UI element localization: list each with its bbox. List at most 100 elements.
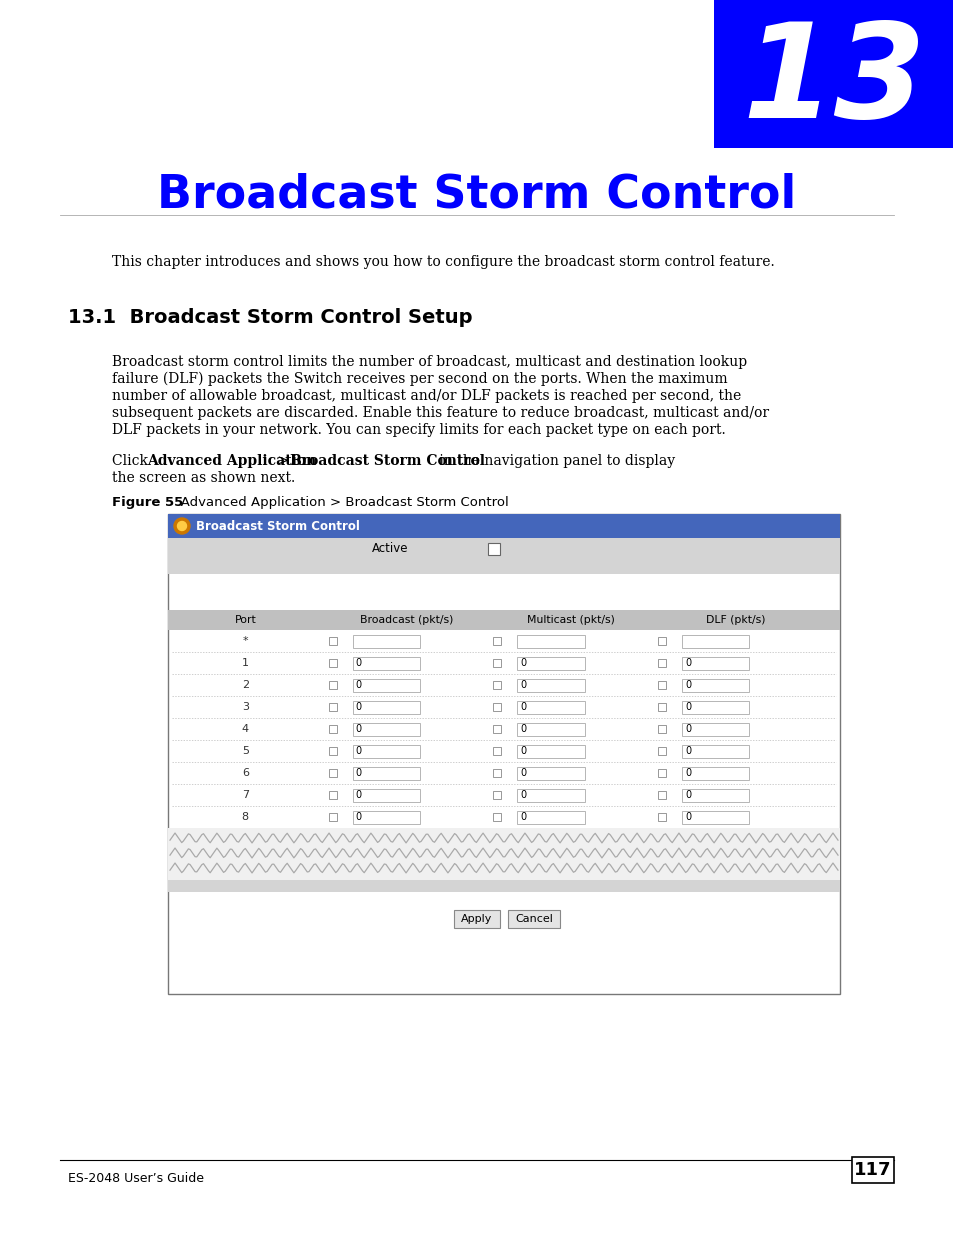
Text: 2: 2 xyxy=(241,680,249,690)
Text: 8: 8 xyxy=(241,811,249,823)
Text: Broadcast storm control limits the number of broadcast, multicast and destinatio: Broadcast storm control limits the numbe… xyxy=(112,354,746,369)
Text: 0: 0 xyxy=(684,724,691,734)
Text: DLF packets in your network. You can specify limits for each packet type on each: DLF packets in your network. You can spe… xyxy=(112,424,725,437)
Bar xyxy=(517,722,584,736)
Text: 0: 0 xyxy=(520,701,526,713)
Bar xyxy=(493,680,500,689)
Text: DLF (pkt/s): DLF (pkt/s) xyxy=(705,615,765,625)
Text: 0: 0 xyxy=(520,658,526,668)
Bar xyxy=(658,637,665,645)
Bar xyxy=(493,659,500,667)
Bar xyxy=(328,747,336,755)
Bar xyxy=(328,703,336,711)
Text: 0: 0 xyxy=(355,724,361,734)
Bar xyxy=(681,722,748,736)
Text: the screen as shown next.: the screen as shown next. xyxy=(112,471,294,485)
Bar xyxy=(353,745,419,757)
Text: *: * xyxy=(242,636,248,646)
Text: Apply: Apply xyxy=(461,914,492,924)
Bar xyxy=(493,769,500,777)
Text: failure (DLF) packets the Switch receives per second on the ports. When the maxi: failure (DLF) packets the Switch receive… xyxy=(112,372,727,387)
Text: 0: 0 xyxy=(684,746,691,756)
Bar xyxy=(658,703,665,711)
Text: 117: 117 xyxy=(853,1161,891,1179)
Bar xyxy=(353,657,419,669)
Bar xyxy=(658,680,665,689)
Circle shape xyxy=(177,521,186,531)
Text: 0: 0 xyxy=(520,790,526,800)
Text: 13: 13 xyxy=(741,17,925,144)
Bar xyxy=(517,810,584,824)
Text: 0: 0 xyxy=(520,768,526,778)
Text: 0: 0 xyxy=(520,680,526,690)
Bar xyxy=(328,637,336,645)
Bar xyxy=(851,1157,893,1183)
Bar xyxy=(658,813,665,821)
Text: Figure 55: Figure 55 xyxy=(112,496,183,509)
Bar xyxy=(658,747,665,755)
Text: 1: 1 xyxy=(241,658,249,668)
Bar xyxy=(353,788,419,802)
Text: 4: 4 xyxy=(241,724,249,734)
Bar xyxy=(353,678,419,692)
Text: Cancel: Cancel xyxy=(515,914,553,924)
Bar xyxy=(517,635,584,647)
Bar xyxy=(168,827,840,881)
Bar xyxy=(328,790,336,799)
Text: 0: 0 xyxy=(520,811,526,823)
Bar xyxy=(353,767,419,779)
Bar xyxy=(328,769,336,777)
Bar xyxy=(168,514,840,994)
Bar xyxy=(658,725,665,734)
Text: 3: 3 xyxy=(241,701,249,713)
Text: Broadcast (pkt/s): Broadcast (pkt/s) xyxy=(359,615,453,625)
Text: 6: 6 xyxy=(241,768,249,778)
Bar xyxy=(681,678,748,692)
Bar xyxy=(507,910,559,927)
Text: 0: 0 xyxy=(684,768,691,778)
Bar xyxy=(681,657,748,669)
Text: Port: Port xyxy=(234,615,256,625)
Text: 0: 0 xyxy=(684,680,691,690)
Text: 0: 0 xyxy=(355,768,361,778)
Bar xyxy=(658,659,665,667)
Text: 0: 0 xyxy=(355,790,361,800)
Text: 0: 0 xyxy=(520,724,526,734)
Text: Broadcast Storm Control: Broadcast Storm Control xyxy=(157,173,796,217)
Text: 5: 5 xyxy=(241,746,249,756)
Text: ES-2048 User’s Guide: ES-2048 User’s Guide xyxy=(68,1172,204,1186)
Bar xyxy=(328,813,336,821)
Text: in the navigation panel to display: in the navigation panel to display xyxy=(435,454,675,468)
Bar xyxy=(328,659,336,667)
Bar xyxy=(681,788,748,802)
Text: subsequent packets are discarded. Enable this feature to reduce broadcast, multi: subsequent packets are discarded. Enable… xyxy=(112,406,768,420)
Bar xyxy=(658,769,665,777)
Text: 0: 0 xyxy=(355,701,361,713)
Bar xyxy=(681,767,748,779)
Text: 0: 0 xyxy=(520,746,526,756)
Bar xyxy=(681,635,748,647)
Bar xyxy=(517,657,584,669)
Text: Active: Active xyxy=(371,542,408,556)
Bar xyxy=(487,543,499,555)
Bar xyxy=(493,747,500,755)
Text: 0: 0 xyxy=(355,680,361,690)
Text: Multicast (pkt/s): Multicast (pkt/s) xyxy=(527,615,615,625)
Bar xyxy=(493,637,500,645)
Bar xyxy=(168,538,840,559)
Text: Broadcast Storm Control: Broadcast Storm Control xyxy=(290,454,485,468)
Text: 0: 0 xyxy=(684,811,691,823)
Text: number of allowable broadcast, multicast and/or DLF packets is reached per secon: number of allowable broadcast, multicast… xyxy=(112,389,740,403)
Text: 0: 0 xyxy=(684,701,691,713)
Bar xyxy=(353,700,419,714)
Text: 0: 0 xyxy=(684,658,691,668)
Bar xyxy=(493,813,500,821)
Bar xyxy=(493,790,500,799)
Bar xyxy=(517,745,584,757)
Text: >: > xyxy=(273,454,293,468)
Bar xyxy=(168,610,840,630)
Text: Advanced Application: Advanced Application xyxy=(147,454,315,468)
Text: 0: 0 xyxy=(355,746,361,756)
Bar xyxy=(353,635,419,647)
Text: Broadcast Storm Control: Broadcast Storm Control xyxy=(195,520,359,532)
